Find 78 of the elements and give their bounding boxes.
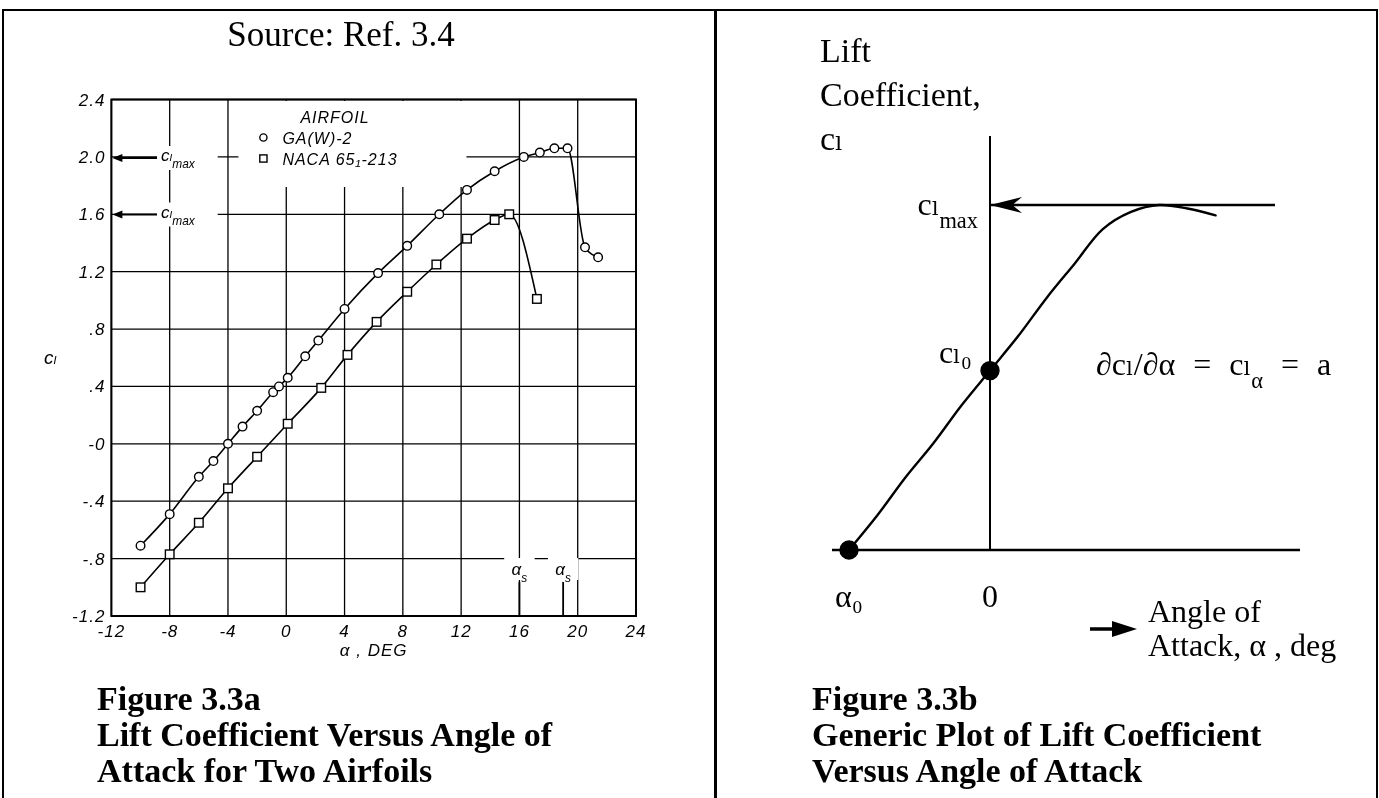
x-tick-label: α₀ (835, 578, 863, 614)
point (268, 387, 279, 398)
point (342, 349, 353, 360)
point (164, 549, 175, 560)
point (273, 381, 284, 392)
annotation: cₗ$_{max}$ (161, 202, 196, 228)
point (402, 240, 413, 251)
y-tick-label: -.8 (82, 549, 106, 569)
y-tick-label: 1.2 (78, 262, 106, 282)
x-axis-title: Angle of Attack, α , deg (1148, 593, 1337, 663)
point (193, 471, 204, 482)
y-tick-label: .8 (89, 320, 106, 340)
point (135, 582, 146, 593)
y-tick-label: -0 (88, 434, 106, 454)
point (461, 184, 472, 195)
legend-label: GA(W)-2 (282, 129, 353, 147)
point (434, 209, 445, 220)
x-tick-label: 12 (450, 622, 472, 641)
point (339, 303, 350, 314)
y-axis-title: cₗ (44, 346, 57, 368)
point (431, 259, 442, 270)
y-axis-title: Lift Coefficient, cₗ (820, 32, 981, 157)
x-tick-label: 24 (624, 622, 647, 641)
x-tick-label: -4 (219, 622, 237, 641)
point (373, 268, 384, 279)
source-note: Source: Ref. 3.4 (227, 15, 455, 54)
y-tick-label: 1.6 (78, 205, 106, 225)
y-tick-label: .4 (89, 377, 106, 397)
x-tick-label: 8 (397, 622, 409, 641)
point (534, 147, 545, 158)
legend-title: AIRFOIL (299, 108, 370, 126)
point (282, 372, 293, 383)
x-tick-label: 4 (339, 622, 350, 641)
y-tick-label: 2.4 (77, 90, 106, 110)
point (164, 509, 175, 520)
point (135, 540, 146, 551)
point (489, 215, 500, 226)
point (402, 286, 413, 297)
x-tick-label: 20 (566, 622, 589, 641)
point (252, 405, 263, 416)
point (549, 143, 560, 154)
point (504, 209, 515, 220)
point (252, 451, 263, 462)
y-tick-label: -.4 (82, 492, 106, 512)
y-tick-label: 2.0 (77, 147, 106, 167)
point (313, 335, 324, 346)
text: Figure 3.3a (97, 680, 261, 717)
ref-line-label: cₗ$_{max}$ (917, 186, 978, 233)
point (237, 421, 248, 432)
x-axis-title: α , DEG (339, 641, 408, 660)
point (562, 143, 573, 154)
legend-label: NACA 65₁-213 (282, 150, 398, 168)
point (208, 456, 219, 467)
point (222, 438, 233, 449)
annotation: cₗ$_{max}$ (161, 146, 196, 171)
ref-line-label: α$_{s}$ (555, 560, 572, 585)
point (580, 242, 590, 253)
text: Figure 3.3b (812, 680, 978, 717)
point (300, 351, 311, 362)
annotation: cₗ₀ (938, 333, 972, 370)
x-tick-label: 0 (982, 578, 998, 614)
point (371, 316, 382, 327)
text: Lift Coefficient Versus Angle of Attack for Two Airfoils (97, 716, 553, 789)
point (282, 418, 293, 429)
point (531, 293, 542, 304)
ref-line-label: α$_{s}$ (511, 560, 528, 585)
annotation: ∂cₗ/∂α = cₗ$_{α}$ = a (1096, 346, 1332, 393)
point (316, 382, 327, 393)
point (461, 233, 472, 244)
x-tick-label: 0 (281, 622, 292, 641)
point (489, 166, 500, 177)
x-tick-label: -8 (161, 622, 179, 641)
text: Generic Plot of Lift Coefficient Versus Angle of Attack (812, 716, 1263, 789)
point (222, 483, 233, 494)
point (518, 151, 529, 162)
x-tick-label: 16 (508, 622, 530, 641)
point (593, 252, 604, 263)
point (193, 517, 204, 528)
